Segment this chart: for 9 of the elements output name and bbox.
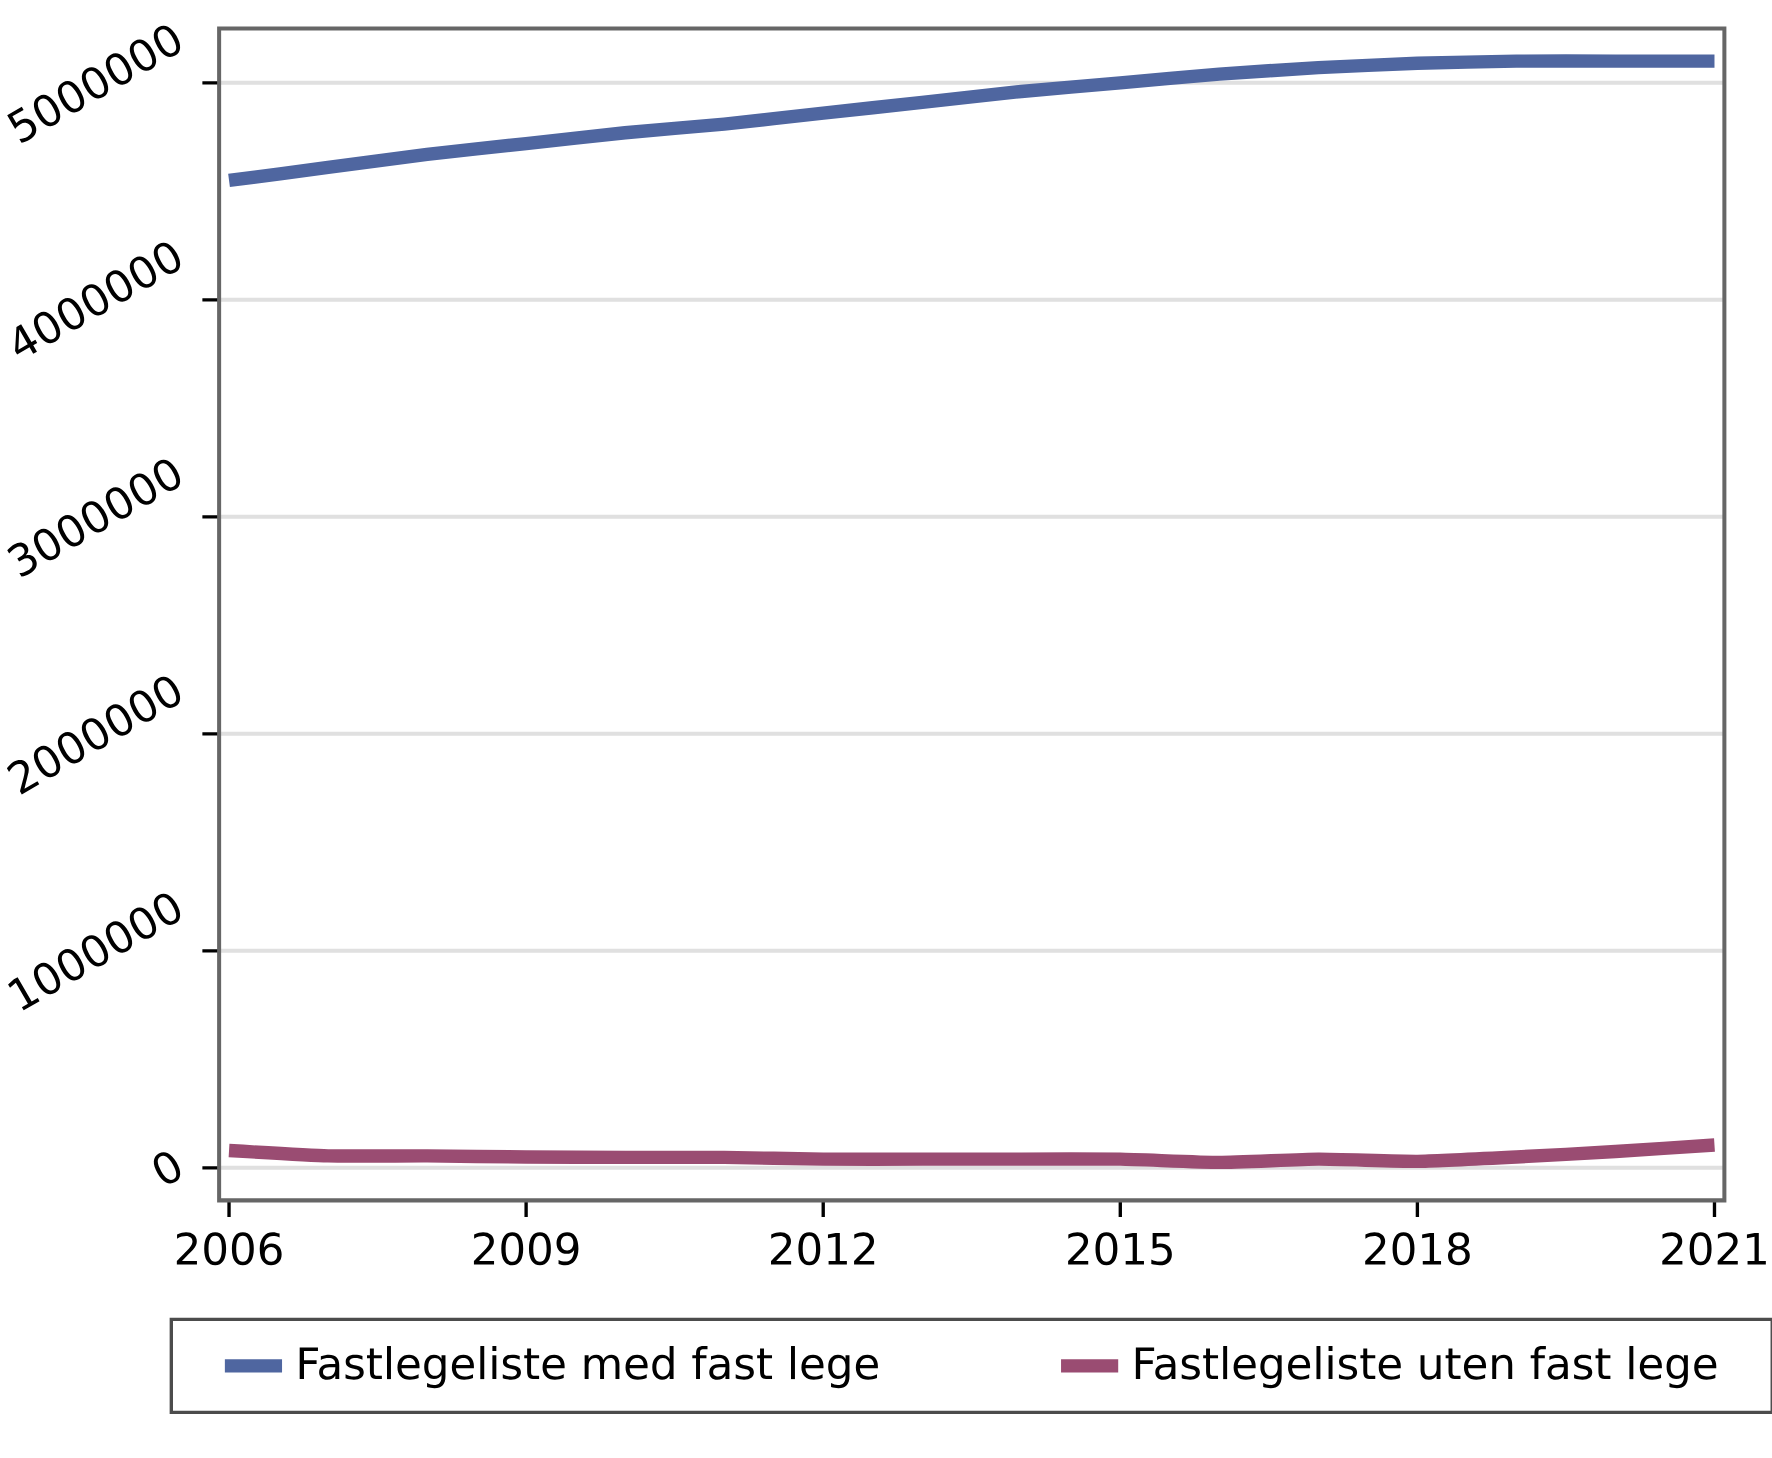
x-tick-label: 2018 xyxy=(1365,1232,1470,1266)
y-tick-label: 0 xyxy=(153,1152,181,1184)
x-tick-label: 2006 xyxy=(176,1232,282,1266)
x-tick-label: 2021 xyxy=(1662,1232,1766,1266)
legend-label: Fastlegeliste uten fast lege xyxy=(1135,1346,1717,1389)
x-tick-label: 2012 xyxy=(771,1232,875,1266)
x-tick-label: 2015 xyxy=(1068,1232,1172,1266)
legend-label: Fastlegeliste med fast lege xyxy=(299,1346,878,1389)
x-tick-label: 2009 xyxy=(473,1232,579,1266)
